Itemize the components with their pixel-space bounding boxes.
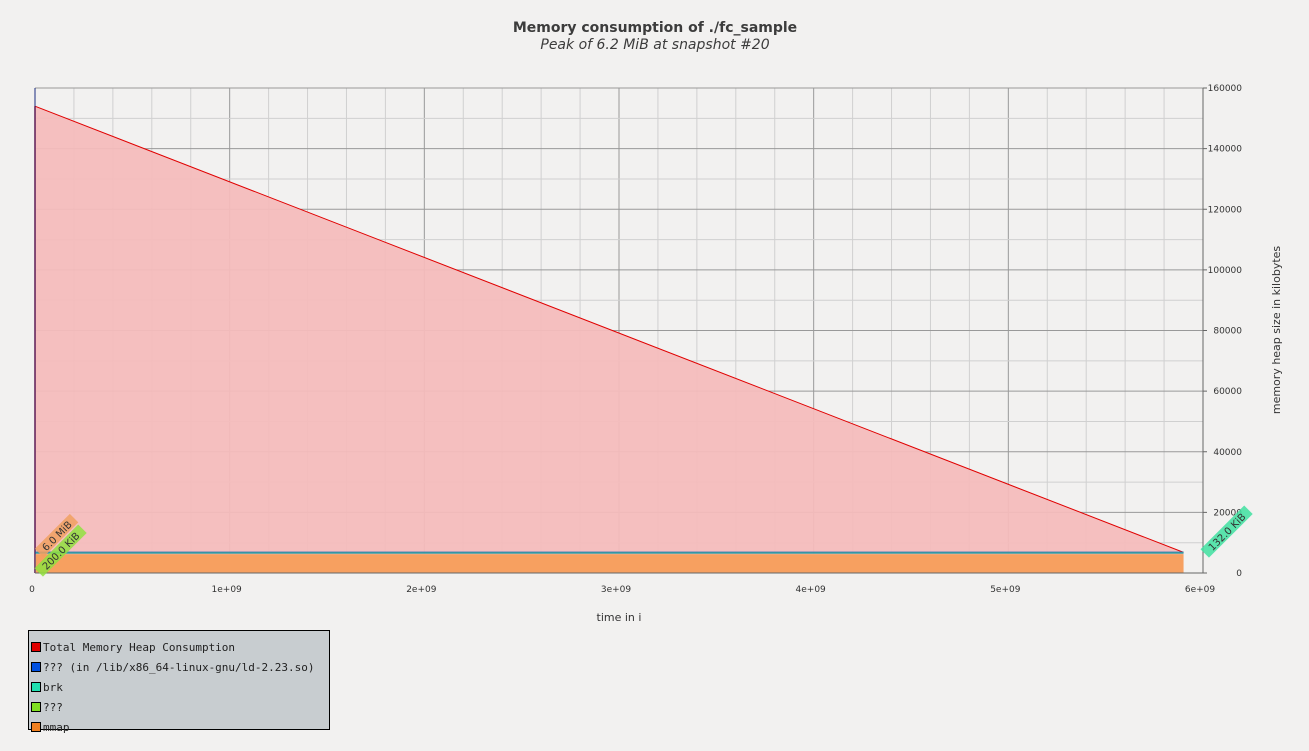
y-tick-label: 40000 (1213, 448, 1242, 458)
x-tick-label: 0 (29, 585, 35, 595)
legend-item: mmap (29, 717, 329, 737)
y-tick-label: 80000 (1213, 327, 1242, 337)
legend-item: brk (29, 677, 329, 697)
x-axis-label: time in i (597, 611, 642, 624)
x-tick-label: 5e+09 (990, 585, 1021, 595)
y-tick-label: 100000 (1208, 266, 1243, 276)
legend-swatch (31, 702, 41, 712)
y-tick-label: 20000 (1213, 508, 1242, 518)
series-area-total (35, 106, 1184, 573)
legend-item: Total Memory Heap Consumption (29, 637, 329, 657)
legend-item: ??? (29, 697, 329, 717)
legend-swatch (31, 662, 41, 672)
x-tick-label: 4e+09 (796, 585, 827, 595)
legend-swatch (31, 682, 41, 692)
y-tick-label: 140000 (1208, 145, 1243, 155)
legend-swatch (31, 642, 41, 652)
y-tick-label: 160000 (1208, 84, 1243, 94)
legend-label: brk (43, 680, 63, 694)
legend-label: ??? (43, 700, 63, 714)
y-tick-labels: 0 20000 40000 60000 80000 100000 120000 140000 1… (1203, 84, 1242, 579)
legend-label: Total Memory Heap Consumption (43, 640, 236, 654)
chart-subtitle: Peak of 6.2 MiB at snapshot #20 (540, 37, 769, 53)
series-area-mmap (35, 554, 1184, 573)
legend-item: ??? (in /lib/x86_64-linux-gnu/ld-2.23.so… (29, 657, 329, 677)
series-line-total (34, 105, 1184, 553)
x-tick-label: 6e+09 (1185, 585, 1216, 595)
annotation-bg (1200, 505, 1253, 558)
data-areas (34, 105, 1184, 573)
legend: Total Memory Heap Consumption ??? (in /li… (28, 630, 330, 734)
annotation-bg (34, 524, 87, 577)
y-tick-label: 0 (1236, 569, 1242, 579)
x-tick-label: 1e+09 (212, 585, 243, 595)
y-tick-label: 60000 (1213, 387, 1242, 397)
chart-title: Memory consumption of ./fc_sample (513, 20, 797, 36)
legend-label: mmap (43, 720, 70, 734)
annotation-bg (34, 513, 79, 558)
x-tick-labels: 0 1e+09 2e+09 3e+09 4e+09 5e+09 6e+09 (29, 585, 1215, 595)
legend-label: ??? (in /lib/x86_64-linux-gnu/ld-2.23.so… (43, 660, 315, 674)
x-tick-label: 3e+09 (601, 585, 632, 595)
y-tick-label: 120000 (1208, 205, 1243, 215)
y-axis-label: memory heap size in kilobytes (1270, 246, 1283, 415)
legend-swatch (31, 722, 41, 732)
x-tick-label: 2e+09 (406, 585, 437, 595)
